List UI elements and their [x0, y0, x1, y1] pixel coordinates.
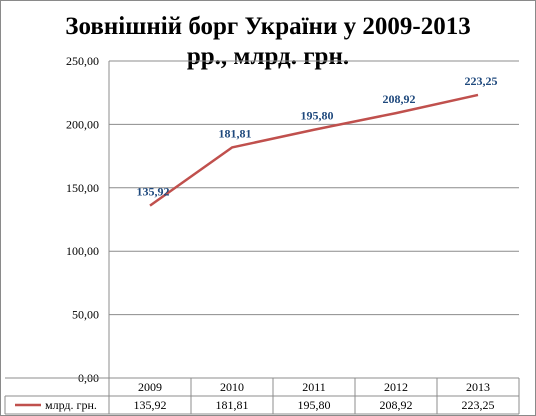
legend-label: млрд. грн. [45, 398, 97, 412]
y-tick-label: 250,00 [66, 54, 99, 68]
series-lines [149, 93, 479, 207]
gridlines [108, 60, 519, 414]
x-tick-label: 2009 [138, 380, 162, 394]
chart-title-line-2: рр., млрд. грн. [187, 43, 349, 70]
data-table: 2009 2010 2011 2012 2013 млрд. грн. 135,92 181,… [4, 377, 520, 415]
data-label: 208,92 [383, 92, 416, 106]
y-tick-label: 150,00 [66, 181, 99, 195]
x-tick-label: 2012 [384, 380, 408, 394]
data-labels: 135,92 181,81 195,80 208,92 223,25 [137, 74, 498, 199]
table-value-cell: 135,92 [134, 398, 167, 412]
chart-title-line-1: Зовнішній борг України у 2009-2013 [65, 13, 470, 40]
table-value-cell: 181,81 [216, 398, 249, 412]
y-tick-label: 100,00 [66, 244, 99, 258]
data-label: 135,92 [137, 185, 170, 199]
series-line [149, 93, 479, 207]
data-label: 223,25 [465, 74, 498, 88]
x-tick-label: 2011 [302, 380, 326, 394]
table-value-cell: 223,25 [462, 398, 495, 412]
table-value-cell: 208,92 [380, 398, 413, 412]
x-tick-label: 2010 [220, 380, 244, 394]
table-value-cell: 195,80 [298, 398, 331, 412]
data-label: 181,81 [219, 126, 252, 140]
data-label: 195,80 [301, 109, 334, 123]
x-tick-label: 2013 [466, 380, 490, 394]
y-tick-label: 50,00 [72, 308, 99, 322]
y-tick-label: 200,00 [66, 117, 99, 131]
